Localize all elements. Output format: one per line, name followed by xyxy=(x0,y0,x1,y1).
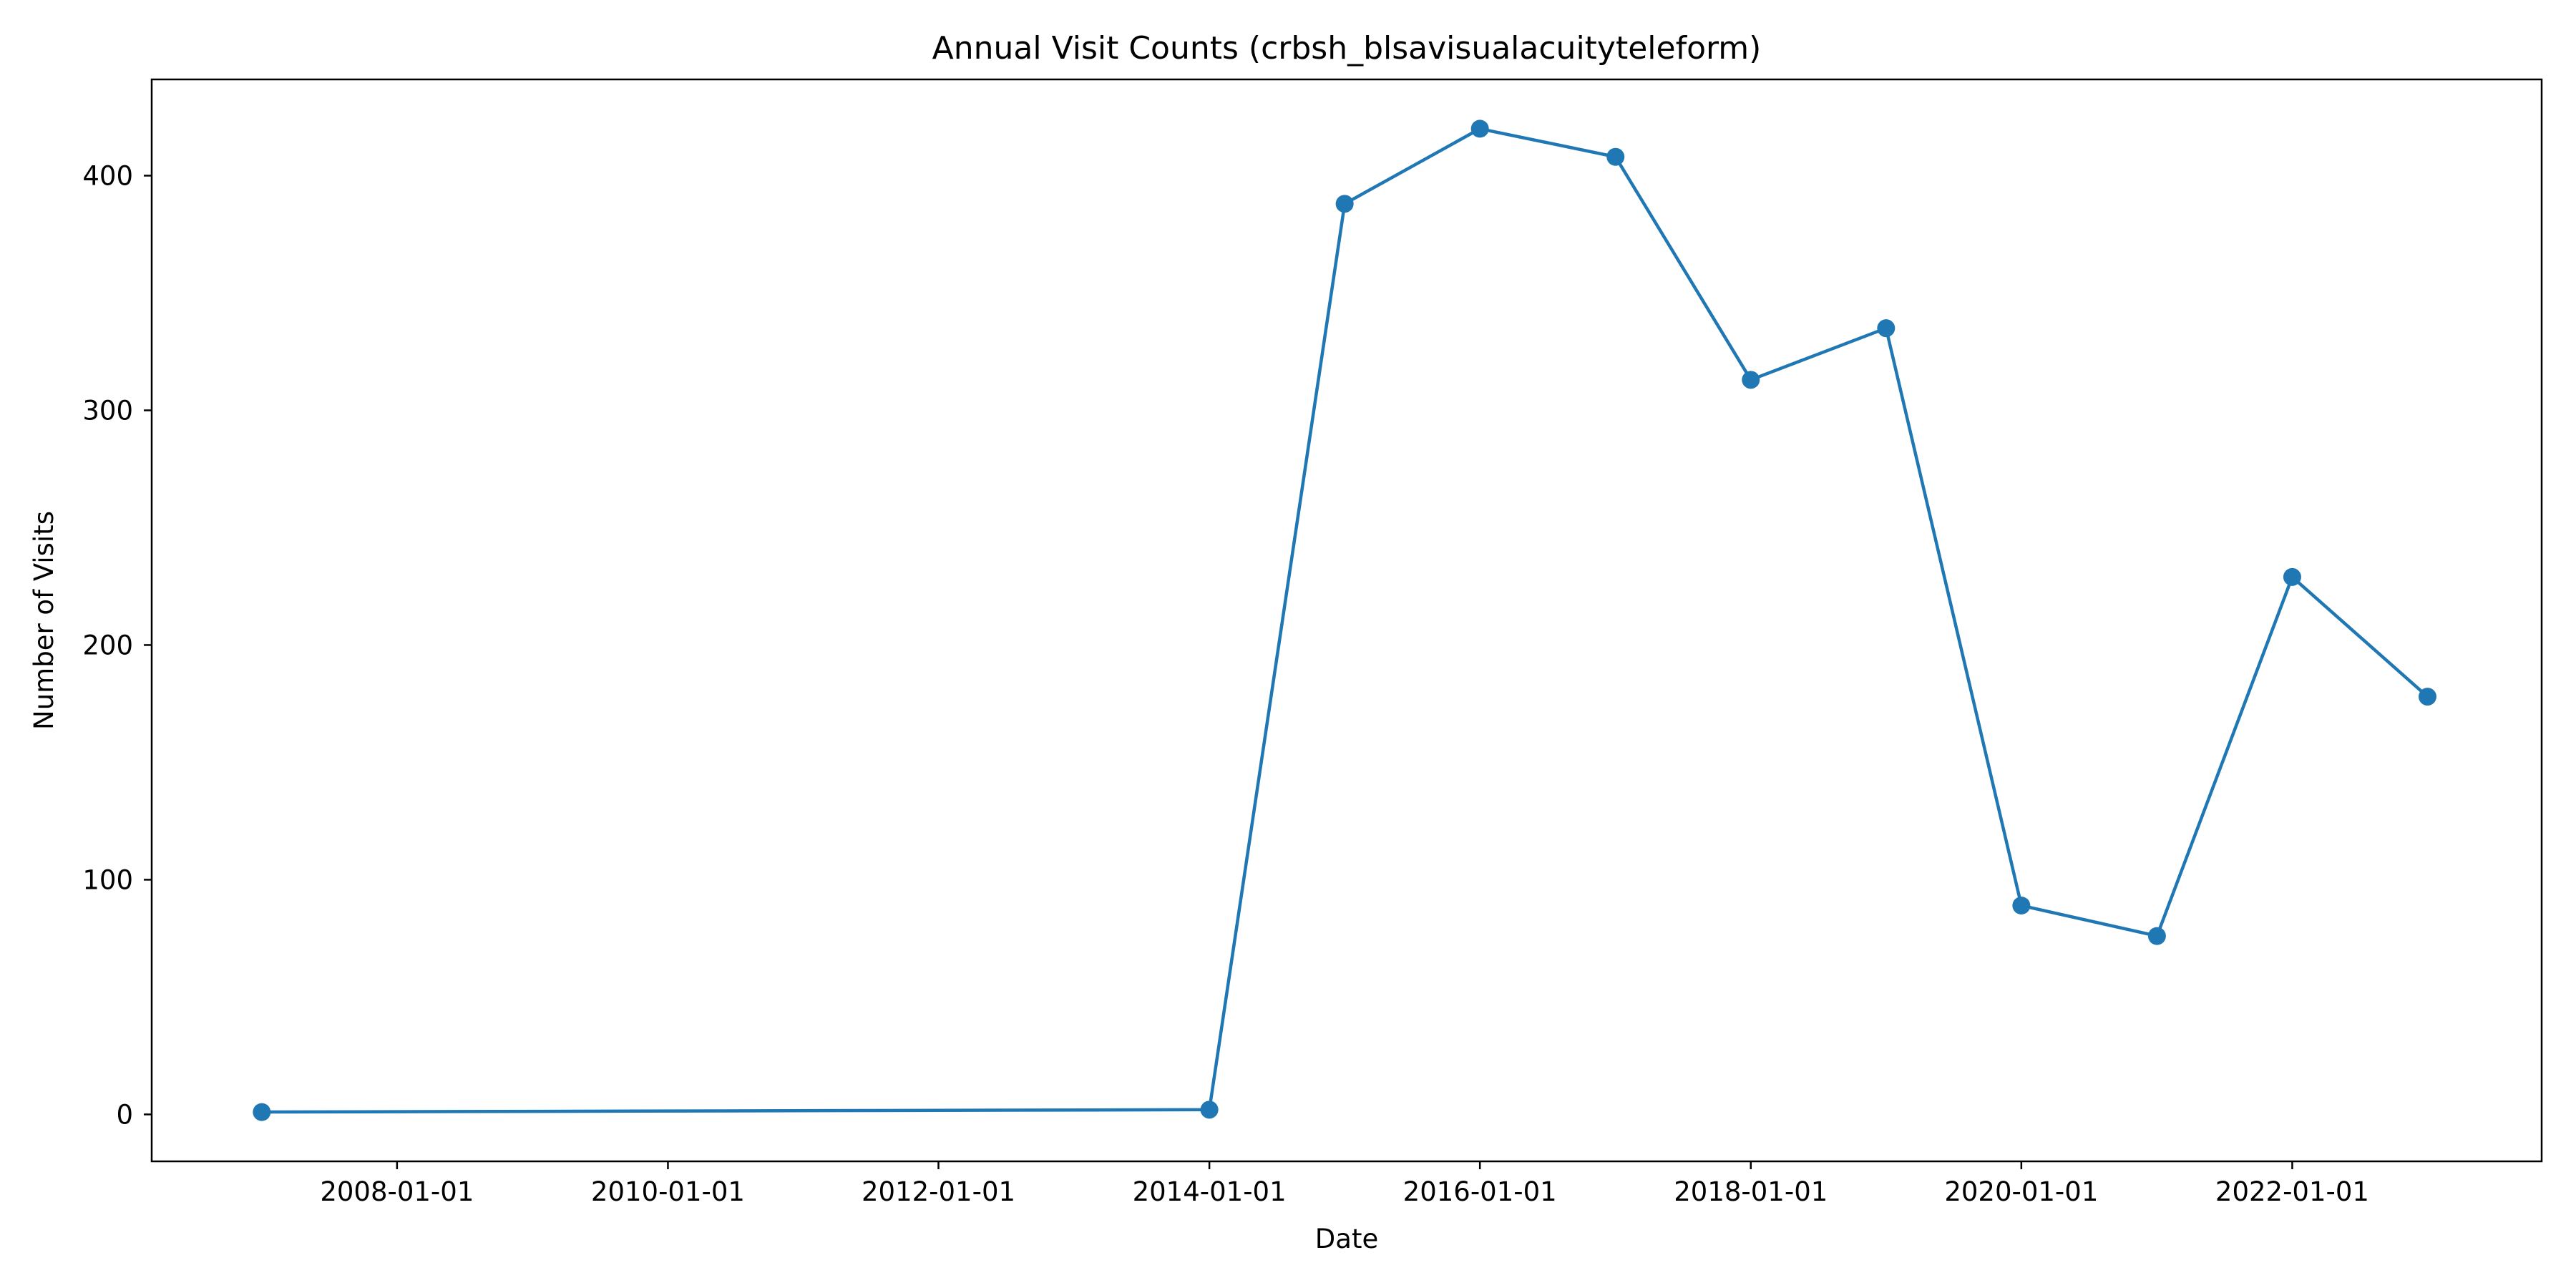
x-tick-label: 2022-01-01 xyxy=(2215,1176,2369,1207)
y-axis-ticks: 0 100 200 300 400 xyxy=(82,160,152,1130)
y-axis-label: Number of Visits xyxy=(29,511,59,730)
data-point xyxy=(1606,147,1625,166)
x-tick-label: 2012-01-01 xyxy=(862,1176,1015,1207)
data-point xyxy=(2012,896,2031,914)
x-tick-label: 2014-01-01 xyxy=(1133,1176,1287,1207)
y-tick-label: 0 xyxy=(116,1099,133,1130)
x-axis-ticks: 2008-01-01 2010-01-01 2012-01-01 2014-01-01… xyxy=(320,1161,2369,1207)
y-tick-label: 200 xyxy=(82,630,133,660)
x-tick-label: 2010-01-01 xyxy=(591,1176,745,1207)
x-tick-label: 2018-01-01 xyxy=(1674,1176,1828,1207)
x-tick-label: 2016-01-01 xyxy=(1403,1176,1557,1207)
data-point xyxy=(1335,195,1354,213)
data-point xyxy=(253,1103,271,1121)
y-tick-label: 300 xyxy=(82,395,133,426)
x-tick-label: 2020-01-01 xyxy=(1944,1176,2098,1207)
data-point xyxy=(1470,119,1489,138)
data-point xyxy=(1877,319,1896,338)
data-point xyxy=(2147,927,2166,945)
data-point xyxy=(2283,567,2301,586)
data-point xyxy=(1742,371,1760,389)
data-point xyxy=(1200,1101,1219,1119)
x-axis-label: Date xyxy=(1315,1224,1378,1254)
plot-frame xyxy=(150,78,2543,1163)
y-tick-label: 100 xyxy=(82,864,133,895)
data-point xyxy=(2418,688,2436,706)
y-tick-label: 400 xyxy=(82,160,133,191)
chart-title: Annual Visit Counts (crbsh_blsavisualacu… xyxy=(932,30,1762,67)
series-layer xyxy=(253,119,2436,1121)
x-tick-label: 2008-01-01 xyxy=(320,1176,474,1207)
